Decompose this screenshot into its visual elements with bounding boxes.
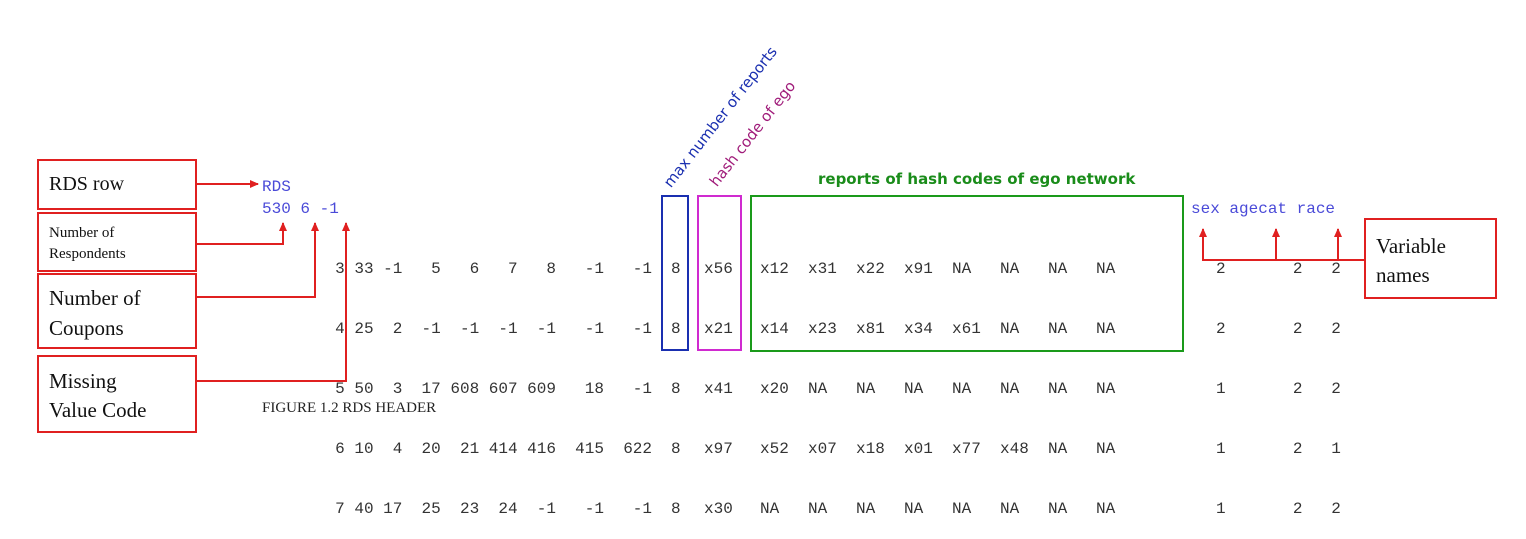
variable-values-row: 2 2 2 (1216, 320, 1341, 338)
ego-network-row: x20 NA NA NA NA NA NA NA (760, 380, 1116, 398)
rds-header-text: RDS (262, 178, 291, 196)
ego-hash-cell: x97 (704, 440, 733, 458)
table-row: 6 10 4 20 21 414 416 415 622 (335, 440, 652, 458)
ego-network-columns: x12 x31 x22 x91 NA NA NA NA x14 x23 x81 … (760, 219, 1115, 539)
ego-hash-cell: x21 (704, 320, 733, 338)
missing-value-code-label: Missing Value Code (37, 355, 197, 433)
max-report-cell: 8 (671, 260, 681, 278)
ego-hash-cell: x30 (704, 500, 733, 518)
ego-network-frame (750, 195, 1184, 352)
rds-row-label: RDS row (37, 159, 197, 210)
ego-hash-column: x56 x21 x41 x97 x30 (704, 219, 733, 539)
number-of-coupons-label: Number of Coupons (37, 273, 197, 349)
ego-network-row: x52 x07 x18 x01 x77 x48 NA NA (760, 440, 1116, 458)
ego-network-row: x14 x23 x81 x34 x61 NA NA NA (760, 320, 1116, 338)
figure-caption: FIGURE 1.2 RDS HEADER (262, 400, 437, 416)
variable-names-label: Variable names (1364, 218, 1497, 299)
table-row: 3 33 -1 5 6 7 8 -1 -1 (335, 260, 652, 278)
table-row: 4 25 2 -1 -1 -1 -1 -1 -1 (335, 320, 652, 338)
rds-params-text: 530 6 -1 (262, 200, 339, 218)
number-of-respondents-label: Number of Respondents (37, 212, 197, 272)
max-report-cell: 8 (671, 380, 681, 398)
max-report-cell: 8 (671, 320, 681, 338)
ego-network-annotation: reports of hash codes of ego network (818, 170, 1136, 188)
arrow-layer (197, 180, 1364, 382)
variable-names-text: sex agecat race (1191, 200, 1336, 218)
coupons-arrow (197, 222, 319, 298)
ego-hash-cell: x41 (704, 380, 733, 398)
ego-network-row: x12 x31 x22 x91 NA NA NA NA (760, 260, 1116, 278)
variable-values-row: 1 2 2 (1216, 500, 1341, 518)
table-row: 5 50 3 17 608 607 609 18 -1 (335, 380, 652, 398)
respondents-arrow (197, 222, 287, 245)
missing-value-arrow (197, 222, 350, 382)
max-reports-frame (661, 195, 689, 351)
ego-hash-frame (697, 195, 742, 351)
max-report-cell: 8 (671, 500, 681, 518)
ego-network-row: NA NA NA NA NA NA NA NA (760, 500, 1116, 518)
ego-hash-cell: x56 (704, 260, 733, 278)
variable-values-row: 1 2 1 (1216, 440, 1341, 458)
max-report-cell: 8 (671, 440, 681, 458)
variable-values-row: 1 2 2 (1216, 380, 1341, 398)
table-row: 7 40 17 25 23 24 -1 -1 -1 (335, 500, 652, 518)
variable-sex-arrow (1199, 228, 1364, 261)
variable-values-row: 2 2 2 (1216, 260, 1341, 278)
